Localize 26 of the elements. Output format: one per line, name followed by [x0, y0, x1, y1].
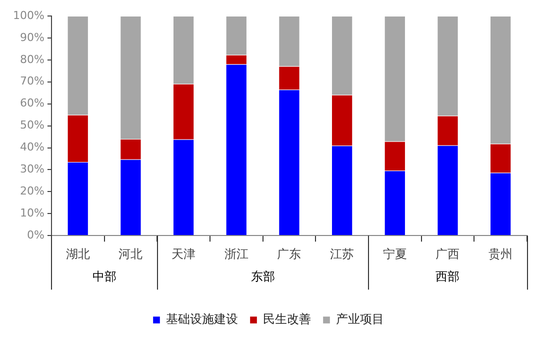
legend-label: 产业项目 — [336, 312, 384, 326]
y-tick-label: 10% — [20, 206, 44, 220]
x-tick-label: 天津 — [172, 246, 196, 261]
y-tick-label: 70% — [20, 74, 44, 88]
legend-label: 民生改善 — [263, 312, 311, 326]
y-tick-label: 0% — [26, 228, 44, 242]
text: 中部 — [92, 270, 116, 284]
y-tick-label: 20% — [20, 184, 44, 198]
y-tick-label: 30% — [20, 162, 44, 176]
y-tick-label: 90% — [20, 30, 44, 44]
x-tick-label: 河北 — [118, 246, 143, 261]
y-tick-label: 80% — [20, 52, 44, 66]
y-tick-label: 100% — [12, 8, 44, 22]
x-tick-label: 广东 — [277, 246, 302, 261]
x-tick-label: 湖北 — [66, 246, 90, 261]
x-tick-label: 广西 — [436, 246, 460, 261]
x-tick-label: 贵州 — [488, 246, 513, 261]
x-tick-label: 宁夏 — [382, 246, 407, 261]
y-tick-label: 60% — [20, 96, 44, 110]
text: 东部 — [250, 270, 275, 284]
text: 西部 — [436, 270, 460, 284]
y-tick-label: 40% — [20, 140, 44, 154]
legend-label: 基础设施建设 — [166, 312, 238, 326]
y-tick-label: 50% — [20, 118, 44, 132]
x-tick-label: 浙江 — [224, 246, 248, 261]
x-tick-label: 江苏 — [330, 246, 354, 261]
